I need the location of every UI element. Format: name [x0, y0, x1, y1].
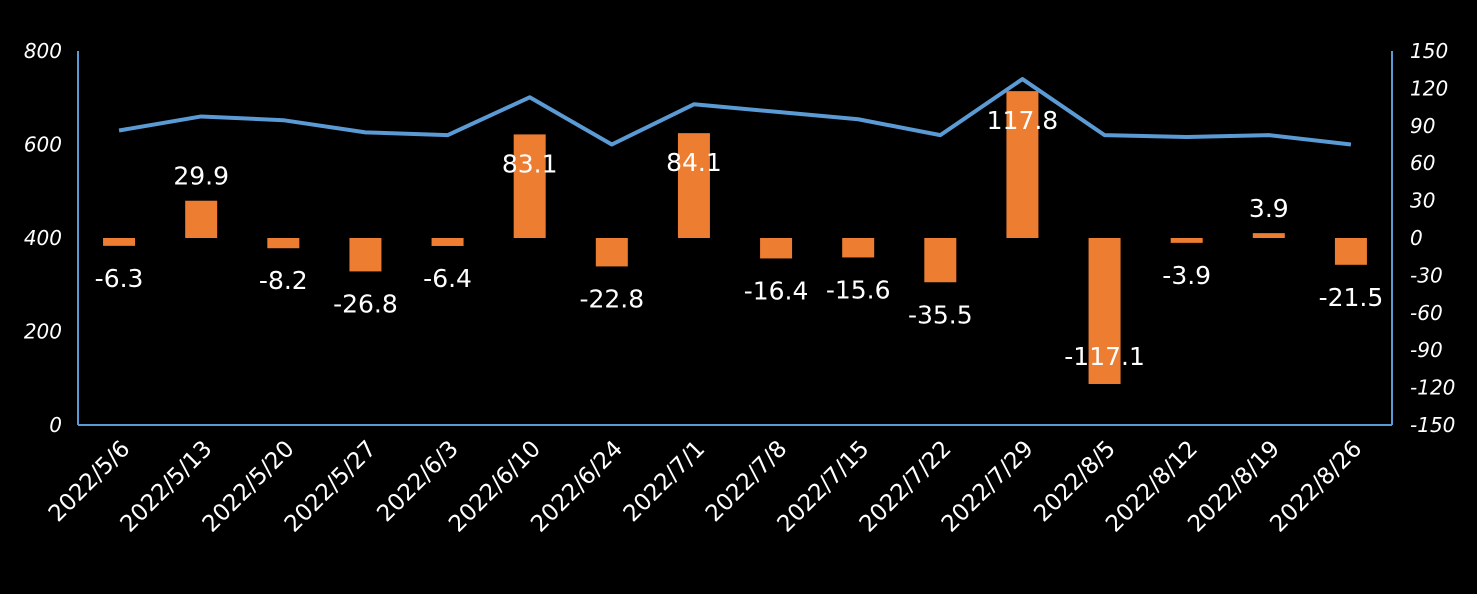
- left-tick-label: 600: [24, 133, 62, 157]
- bar: [103, 238, 136, 246]
- bar-data-label: -6.4: [423, 264, 472, 293]
- bar-data-labels: -6.329.9-8.2-26.8-6.483.1-22.884.1-16.4-…: [95, 106, 1384, 371]
- right-tick-label: 90: [1410, 114, 1435, 138]
- bar: [267, 238, 300, 249]
- x-tick-label: 2022/7/1: [619, 436, 710, 527]
- bar-data-label: 84.1: [666, 148, 722, 177]
- bar: [1334, 238, 1367, 265]
- bar-data-label: -6.3: [95, 264, 144, 293]
- right-tick-label: 120: [1410, 76, 1448, 100]
- bar-data-label: -15.6: [826, 275, 891, 304]
- right-tick-label: -60: [1410, 301, 1443, 325]
- bar: [1088, 238, 1121, 384]
- left-tick-label: 400: [24, 226, 62, 250]
- bar: [1006, 91, 1039, 238]
- bar-data-label: -16.4: [744, 276, 809, 305]
- bar: [677, 133, 710, 238]
- bar-data-label: -26.8: [333, 289, 398, 318]
- bar-data-label: 83.1: [502, 149, 558, 178]
- bar: [1252, 233, 1285, 238]
- bar-data-label: -22.8: [579, 284, 644, 313]
- right-axis-ticks: -150 -120 -90 -60 -30 0 30 60 90 120 150: [1410, 39, 1455, 437]
- left-tick-label: 200: [24, 320, 62, 344]
- right-tick-label: 30: [1410, 189, 1435, 213]
- bar-data-label: 29.9: [173, 162, 229, 191]
- bar: [185, 200, 218, 238]
- line-series: [118, 77, 1352, 147]
- bar: [513, 134, 546, 238]
- right-tick-label: 150: [1410, 39, 1448, 63]
- bar-data-label: -35.5: [908, 300, 973, 329]
- right-tick-label: 0: [1410, 226, 1423, 250]
- bar-data-label: -3.9: [1162, 261, 1211, 290]
- right-tick-label: 60: [1410, 151, 1435, 175]
- left-axis-ticks: 0 200 400 600 800: [24, 39, 62, 437]
- left-tick-label: 800: [24, 39, 62, 63]
- bar-data-label: 3.9: [1249, 194, 1289, 223]
- right-tick-label: -150: [1410, 413, 1455, 437]
- bar: [595, 238, 628, 267]
- bar-data-label: -117.1: [1064, 342, 1145, 371]
- bar-data-label: -8.2: [259, 266, 308, 295]
- line-path: [118, 77, 1352, 147]
- right-tick-label: -90: [1410, 338, 1443, 362]
- right-tick-label: -30: [1410, 263, 1443, 287]
- bar-data-label: 117.8: [987, 106, 1059, 135]
- bar-data-label: -21.5: [1319, 283, 1384, 312]
- bar: [1170, 238, 1203, 243]
- bar: [431, 238, 464, 246]
- right-tick-label: -120: [1410, 376, 1455, 400]
- bar: [842, 238, 875, 258]
- x-axis-ticks: 2022/5/62022/5/132022/5/202022/5/272022/…: [44, 436, 1367, 538]
- bar: [924, 238, 957, 283]
- bar-series: [103, 91, 1367, 384]
- bar: [760, 238, 793, 259]
- axes: [77, 51, 1393, 426]
- bar: [349, 238, 382, 272]
- left-tick-label: 0: [49, 413, 62, 437]
